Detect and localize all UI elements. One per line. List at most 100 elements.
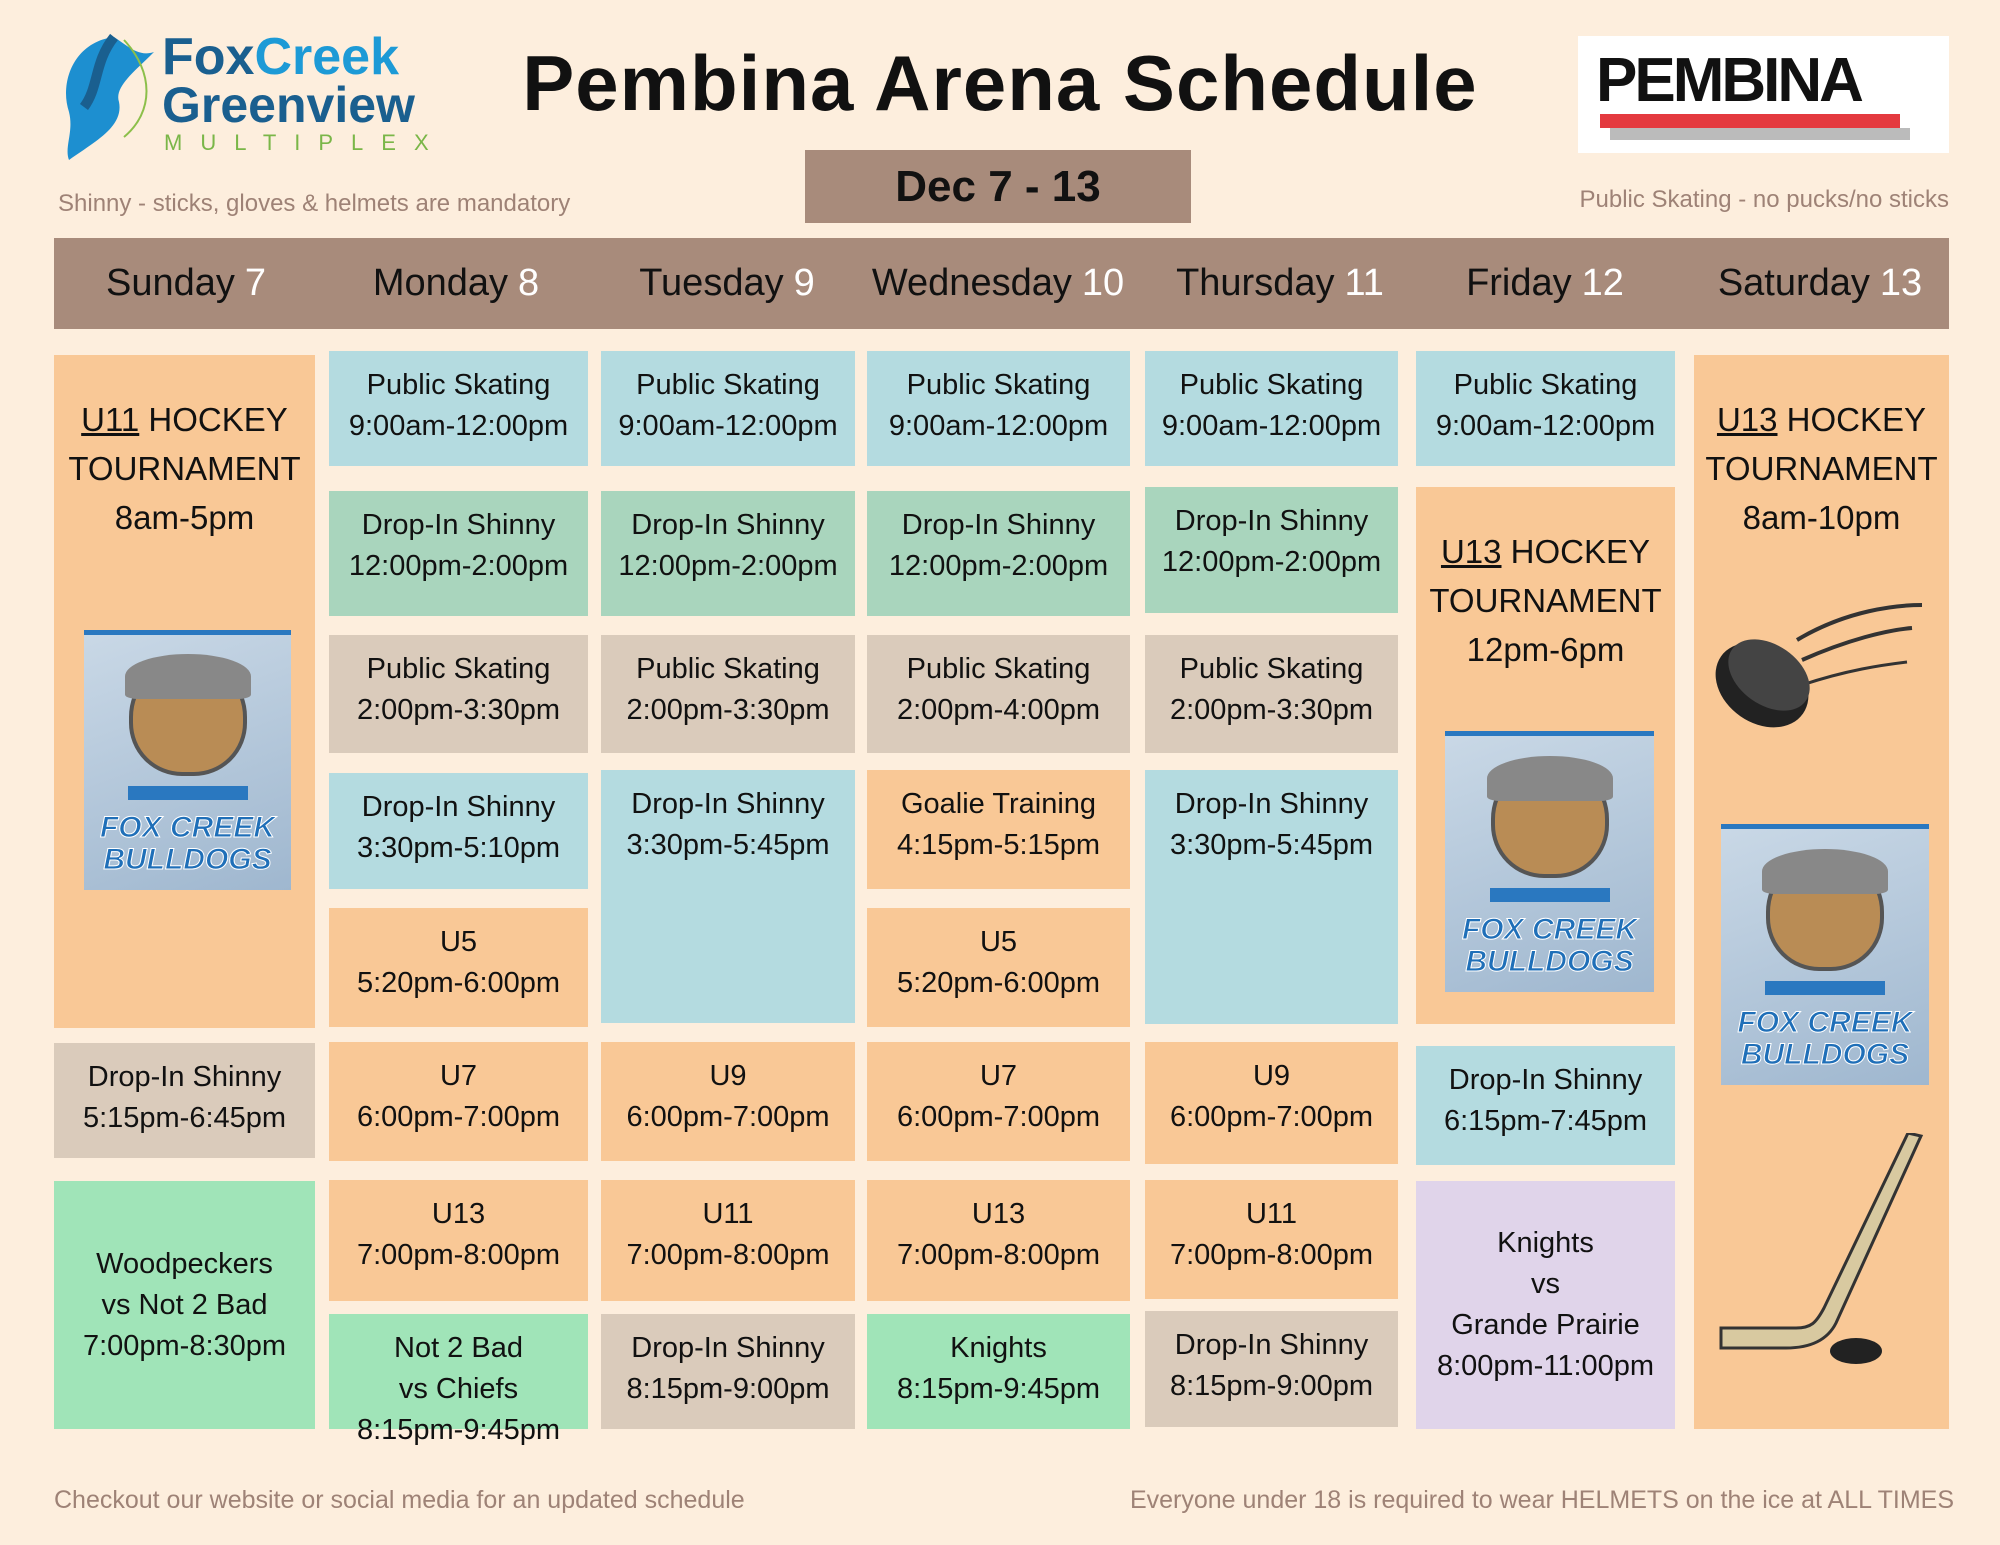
event-line: 6:00pm-7:00pm xyxy=(356,1101,561,1133)
event-line: Goalie Training xyxy=(900,788,1097,820)
day-number: 11 xyxy=(1344,262,1384,304)
schedule-event: Public Skating 2:00pm-3:30pm xyxy=(329,635,588,753)
pembina-logo: PEMBINA xyxy=(1578,36,1949,153)
schedule-event: Public Skating 9:00am-12:00pm xyxy=(329,351,588,466)
schedule-event: Drop-In Shinny 3:30pm-5:45pm xyxy=(1145,770,1398,1024)
event-line: 7:00pm-8:30pm xyxy=(82,1329,287,1362)
event-line: U13 xyxy=(971,1198,1026,1230)
schedule-event: Drop-In Shinny 12:00pm-2:00pm xyxy=(867,491,1130,616)
hockey-puck-icon xyxy=(1715,603,1923,728)
event-line: 9:00am-12:00pm xyxy=(1435,410,1656,442)
day-name: Tuesday xyxy=(639,262,784,304)
event-line: Public Skating xyxy=(906,653,1091,685)
bulldogs-logo: FOX CREEK BULLDOGS xyxy=(1721,824,1929,1085)
event-line: U5 xyxy=(439,926,478,958)
event-line: Drop-In Shinny xyxy=(87,1061,282,1093)
event-line: 4:15pm-5:15pm xyxy=(896,829,1101,861)
schedule-event: U9 6:00pm-7:00pm xyxy=(1145,1042,1398,1164)
event-line: 6:00pm-7:00pm xyxy=(1169,1101,1374,1133)
event-line: 9:00am-12:00pm xyxy=(618,410,838,442)
schedule-event: U5 5:20pm-6:00pm xyxy=(867,908,1130,1027)
hockey-stick-icon xyxy=(1719,1133,1924,1364)
day-name: Wednesday xyxy=(871,262,1072,304)
schedule-event: Public Skating 2:00pm-4:00pm xyxy=(867,635,1130,753)
day-number: 10 xyxy=(1081,262,1125,304)
schedule-event: Public Skating 2:00pm-3:30pm xyxy=(601,635,855,753)
event-line: Drop-In Shinny xyxy=(631,1332,825,1364)
fox-logo-icon xyxy=(66,33,154,160)
schedule-event: Not 2 Bad vs Chiefs 8:15pm-9:45pm xyxy=(329,1314,588,1446)
schedule-event: Public Skating 2:00pm-3:30pm xyxy=(1145,635,1398,753)
event-line: 6:15pm-7:45pm xyxy=(1443,1105,1648,1137)
schedule-event: Woodpeckers vs Not 2 Bad 7:00pm-8:30pm xyxy=(54,1181,315,1429)
event-line: 5:15pm-6:45pm xyxy=(82,1102,287,1134)
event-line: TOURNAMENT xyxy=(68,450,301,487)
event-line: Knights xyxy=(1497,1227,1594,1259)
shinny-note: Shinny - sticks, gloves & helmets are ma… xyxy=(58,190,571,217)
event-line: 3:30pm-5:10pm xyxy=(356,832,561,864)
event-line: Drop-In Shinny xyxy=(1448,1064,1643,1096)
event-line: 8am-5pm xyxy=(114,499,255,536)
schedule-event: U9 6:00pm-7:00pm xyxy=(601,1042,855,1161)
schedule-event: U7 6:00pm-7:00pm xyxy=(329,1042,588,1161)
day-name: Sunday xyxy=(105,262,235,304)
event-line: Woodpeckers xyxy=(96,1247,273,1280)
schedule-event: Drop-In Shinny 12:00pm-2:00pm xyxy=(1145,487,1398,613)
event-line: Drop-In Shinny xyxy=(901,509,1096,541)
day-header-monday: Monday 8 xyxy=(316,238,596,329)
tournament-division: U13 xyxy=(1716,401,1778,438)
footer-website-note: Checkout our website or social media for… xyxy=(54,1486,745,1514)
event-line: Drop-In Shinny xyxy=(361,791,556,823)
event-line: U9 xyxy=(709,1060,747,1092)
event-line: 3:30pm-5:45pm xyxy=(626,829,830,861)
event-line: Public Skating xyxy=(636,653,820,685)
event-line: 8:15pm-9:00pm xyxy=(626,1373,830,1405)
schedule-event: Goalie Training 4:15pm-5:15pm xyxy=(867,770,1130,889)
event-line: Drop-In Shinny xyxy=(1174,1329,1369,1361)
bulldogs-logo: FOX CREEK BULLDOGS xyxy=(84,630,291,890)
event-line: Knights xyxy=(950,1332,1047,1364)
schedule-event: U7 6:00pm-7:00pm xyxy=(867,1042,1130,1161)
event-line: 12:00pm-2:00pm xyxy=(348,550,569,582)
date-range: Dec 7 - 13 xyxy=(805,150,1191,223)
event-line: 8:15pm-9:45pm xyxy=(356,1414,561,1446)
event-line: Not 2 Bad xyxy=(394,1332,523,1364)
bulldogs-logo: FOX CREEK BULLDOGS xyxy=(1445,731,1654,992)
event-line: 2:00pm-3:30pm xyxy=(356,694,561,726)
tournament-division: U11 xyxy=(81,401,140,438)
event-line: 9:00am-12:00pm xyxy=(888,410,1109,442)
day-header-saturday: Saturday 13 xyxy=(1680,238,1960,329)
event-line: Drop-In Shinny xyxy=(631,509,825,541)
event-line: 8:00pm-11:00pm xyxy=(1436,1350,1655,1382)
event-line: 2:00pm-3:30pm xyxy=(626,694,830,726)
day-name: Saturday xyxy=(1717,262,1870,304)
schedule-event: Drop-In Shinny 12:00pm-2:00pm xyxy=(329,491,588,616)
event-line: Public Skating xyxy=(636,369,820,401)
event-line: 9:00am-12:00pm xyxy=(348,410,569,442)
day-header-sunday: Sunday 7 xyxy=(46,238,326,329)
schedule-event: Public Skating 9:00am-12:00pm xyxy=(1145,351,1398,466)
day-number: 13 xyxy=(1879,262,1923,304)
public-skating-note: Public Skating - no pucks/no sticks xyxy=(1579,186,1949,213)
foxcreek-greenview-logo: FoxCreek Greenview MULTIPLEX xyxy=(54,31,444,162)
event-line: Drop-In Shinny xyxy=(1174,505,1369,537)
event-line: Public Skating xyxy=(1453,369,1638,401)
schedule-event: Drop-In Shinny 12:00pm-2:00pm xyxy=(601,491,855,616)
event-line: U7 xyxy=(979,1060,1018,1092)
event-line: 7:00pm-8:00pm xyxy=(356,1239,561,1271)
event-line: Drop-In Shinny xyxy=(1174,788,1369,820)
event-line: Public Skating xyxy=(366,369,551,401)
schedule-event: Public Skating 9:00am-12:00pm xyxy=(867,351,1130,466)
day-header-bar xyxy=(54,238,1949,329)
event-line: 12:00pm-2:00pm xyxy=(888,550,1109,582)
event-line: U13 HOCKEY xyxy=(1716,401,1927,438)
event-line: vs xyxy=(1531,1268,1560,1300)
event-line: Drop-In Shinny xyxy=(631,788,825,820)
event-line: U11 xyxy=(702,1198,754,1230)
day-name: Monday xyxy=(372,262,509,304)
event-line: 8am-10pm xyxy=(1742,499,1901,536)
event-line: 6:00pm-7:00pm xyxy=(896,1101,1101,1133)
tournament-division: U13 xyxy=(1440,533,1502,570)
event-line: Public Skating xyxy=(366,653,551,685)
schedule-event: Drop-In Shinny 3:30pm-5:45pm xyxy=(601,770,855,1023)
